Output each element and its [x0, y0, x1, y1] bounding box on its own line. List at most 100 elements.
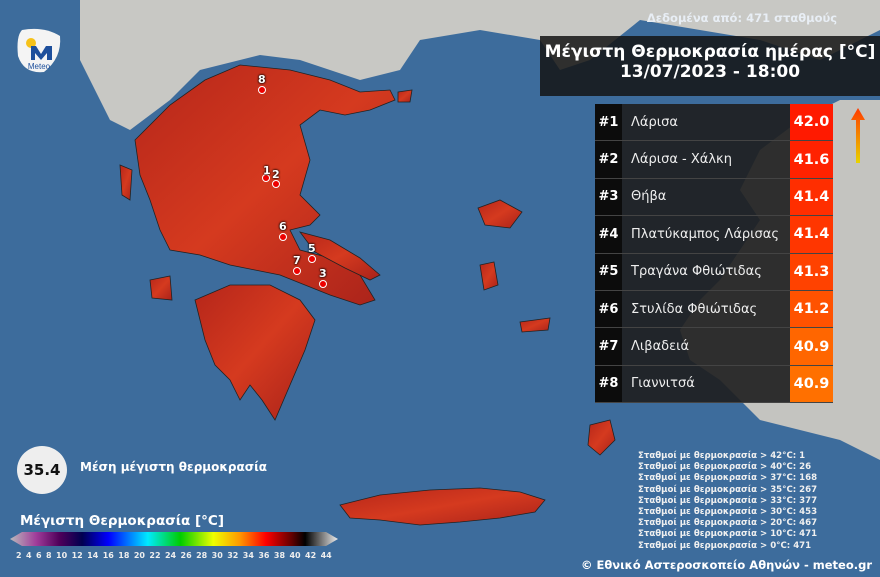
scale-tick: 12	[71, 551, 83, 560]
station-marker	[272, 180, 280, 188]
marker-label: 7	[293, 254, 301, 267]
chios	[479, 261, 499, 291]
stat-line: Σταθμοί με θερμοκρασία > 37°C: 168	[638, 473, 818, 484]
stat-line: Σταθμοί με θερμοκρασία > 33°C: 377	[638, 495, 818, 506]
station-stats: Σταθμοί με θερμοκρασία > 42°C: 1 Σταθμοί …	[638, 451, 817, 552]
rank: #1	[595, 104, 622, 141]
source-note: Δεδομένα από: 471 σταθμούς	[646, 11, 838, 25]
rank: #8	[595, 365, 622, 403]
peloponnese	[194, 284, 316, 421]
station-marker	[308, 255, 316, 263]
scale-tick: 32	[227, 551, 239, 560]
ranking-row: #5 Τραγάνα Φθιώτιδας 41.3	[595, 253, 833, 291]
stat-line: Σταθμοί με θερμοκρασία > 42°C: 1	[638, 451, 806, 461]
svg-text:Meteo: Meteo	[28, 62, 51, 71]
station-name: Στυλίδα Φθιώτιδας	[631, 301, 758, 317]
stat-line: Σταθμοί με θερμοκρασία > 35°C: 267	[638, 484, 818, 495]
map-datetime: 13/07/2023 - 18:00	[619, 62, 801, 82]
marker-label: 5	[308, 242, 316, 255]
scale-tick: 42	[305, 551, 317, 560]
scale-tick: 38	[273, 551, 286, 560]
average-badge: 35.4	[17, 446, 67, 494]
station-name: Πλατύκαμπος Λάρισας	[631, 226, 779, 242]
stat-line: Σταθμοί με θερμοκρασία > 10°C: 471	[638, 529, 818, 540]
ranking-row: #4 Πλατύκαμπος Λάρισας 41.4	[595, 216, 833, 254]
ranking-row: #8 Γιαννιτσά 40.9	[595, 365, 833, 404]
evia	[298, 231, 381, 281]
color-scale-bar	[10, 532, 338, 546]
ranking-row: #7 Λιβαδειά 40.9	[595, 328, 833, 366]
balkans-land	[80, 0, 880, 130]
station-name: Λάρισα	[631, 114, 678, 130]
greece-mainland	[134, 64, 396, 306]
station-marker	[258, 86, 266, 94]
scale-tick: 22	[149, 551, 161, 560]
up-arrow-icon	[851, 108, 865, 163]
thasos	[397, 89, 413, 103]
ranking-row: #1 Λάρισα 42.0	[595, 104, 833, 142]
temperature-value: 41.3	[790, 253, 833, 290]
temperature-value: 40.9	[790, 328, 833, 365]
scale-tick: 28	[196, 551, 208, 560]
ranking-row: #3 Θήβα 41.4	[595, 178, 833, 217]
copyright: © Εθνικό Αστεροσκοπείο Αθηνών - meteo.gr	[581, 558, 872, 572]
rank: #4	[595, 216, 622, 253]
rank: #5	[595, 253, 622, 290]
lesvos	[477, 199, 523, 229]
scale-tick: 10	[56, 551, 68, 560]
marker-label: 8	[258, 73, 266, 86]
stat-line: Σταθμοί με θερμοκρασία > 0°C: 471	[638, 540, 812, 551]
stat-line: Σταθμοί με θερμοκρασία > 20°C: 467	[638, 518, 818, 529]
temperature-value: 41.6	[790, 141, 833, 178]
scale-tick: 40	[289, 551, 301, 560]
stat-line: Σταθμοί με θερμοκρασία > 30°C: 453	[638, 507, 818, 518]
scale-tick: 6	[36, 551, 42, 560]
scale-tick: 24	[164, 551, 177, 560]
marker-label: 1	[263, 164, 271, 177]
scale-tick: 26	[180, 551, 192, 560]
station-marker	[262, 174, 270, 182]
ranking-row: #6 Στυλίδα Φθιώτιδας 41.2	[595, 291, 833, 329]
scale-tick: 8	[46, 551, 52, 560]
station-name: Λάρισα - Χάλκη	[631, 152, 732, 168]
scale-tick: 18	[118, 551, 130, 560]
kefalonia	[149, 275, 173, 301]
scale-tick: 30	[211, 551, 223, 560]
scale-tick: 34	[242, 551, 254, 560]
rhodes	[587, 419, 616, 456]
scale-tick: 16	[102, 551, 114, 560]
temperature-value: 41.4	[790, 216, 833, 253]
marker-label: 3	[319, 267, 327, 280]
station-name: Γιαννιτσά	[631, 376, 695, 392]
scale-tick: 2	[16, 551, 22, 560]
color-scale-ticks: 2 4 6 8 10 12 14 16 18 20 22 24 26 28 30 32 34 36 38 40 42 44	[16, 551, 332, 560]
map-title: Μέγιστη Θερμοκρασία ημέρας [°C]	[544, 42, 876, 62]
ranking-table: #1 Λάρισα 42.0 #2 Λάρισα - Χάλκη 41.6 #3 Θήβα 41…	[595, 104, 833, 404]
average-label: Μέση μέγιστη θερμοκρασία	[80, 460, 267, 474]
scale-tick: 20	[133, 551, 145, 560]
temperature-value: 40.9	[790, 365, 833, 403]
stat-line: Σταθμοί με θερμοκρασία > 40°C: 26	[638, 462, 812, 473]
station-marker	[279, 233, 287, 241]
temperature-value: 41.2	[790, 291, 833, 328]
rank: #3	[595, 178, 622, 216]
station-name: Λιβαδειά	[631, 339, 690, 355]
station-marker	[319, 280, 327, 288]
meteo-logo: Meteo	[17, 28, 61, 73]
marker-label: 2	[272, 168, 280, 181]
scale-tick: 4	[26, 551, 32, 560]
scale-tick: 44	[320, 551, 332, 560]
temperature-value: 41.4	[790, 178, 833, 216]
scale-tick: 36	[258, 551, 270, 560]
corfu	[119, 164, 133, 201]
temperature-value: 42.0	[790, 104, 833, 141]
marker-label: 6	[279, 220, 287, 233]
legend-title: Μέγιστη Θερμοκρασία [°C]	[20, 513, 224, 529]
scale-tick: 14	[87, 551, 99, 560]
title-box: Μέγιστη Θερμοκρασία ημέρας [°C] 13/07/20…	[540, 36, 880, 96]
station-name: Τραγάνα Φθιώτιδας	[631, 264, 762, 280]
rank: #6	[595, 291, 622, 328]
rank: #7	[595, 328, 622, 365]
station-marker	[293, 267, 301, 275]
ranking-row: #2 Λάρισα - Χάλκη 41.6	[595, 141, 833, 179]
